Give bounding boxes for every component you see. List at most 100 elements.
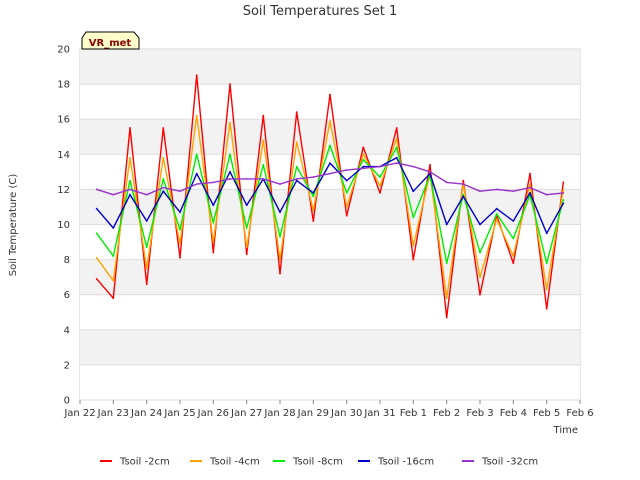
data-point — [562, 188, 565, 191]
x-tick-label: Jan 29 — [297, 408, 329, 419]
data-point — [379, 185, 381, 187]
data-point — [329, 144, 331, 147]
data-point — [162, 186, 165, 189]
data-point — [329, 93, 331, 96]
data-point — [445, 316, 448, 319]
x-axis-label: Time — [553, 425, 578, 436]
data-point — [312, 220, 315, 222]
data-point — [245, 204, 248, 207]
data-point — [545, 288, 548, 291]
data-point — [229, 170, 231, 173]
data-point — [129, 193, 131, 196]
data-point — [495, 207, 498, 210]
data-point — [195, 74, 198, 77]
data-point — [512, 190, 515, 193]
data-point — [229, 121, 231, 124]
data-point — [362, 153, 365, 156]
data-point — [545, 193, 548, 196]
data-point — [129, 188, 131, 191]
data-point — [229, 83, 231, 85]
data-point — [145, 283, 148, 286]
y-tick-label: 6 — [64, 290, 70, 301]
grid-band — [80, 154, 580, 190]
series-tsoil-32cm — [95, 162, 565, 196]
data-point — [462, 183, 465, 186]
x-tick-label: Feb 6 — [566, 408, 593, 419]
data-point — [529, 183, 531, 186]
data-point — [295, 179, 298, 182]
grid-band — [80, 49, 580, 85]
legend-label: Tsoil -4cm — [209, 457, 260, 468]
data-point — [412, 244, 415, 247]
data-point — [395, 156, 398, 159]
data-point — [512, 237, 515, 240]
data-point — [429, 170, 431, 173]
data-point — [562, 192, 565, 194]
data-point — [295, 141, 298, 143]
x-axis-ticks: Jan 22 Jan 23 Jan 24 Jan 25 Jan 26 Jan 27 Jan … — [63, 400, 594, 419]
data-point — [245, 227, 248, 229]
data-point — [345, 214, 348, 217]
data-point — [129, 179, 131, 182]
data-point — [195, 172, 198, 175]
data-point — [512, 255, 515, 257]
data-point — [145, 246, 148, 249]
station-badge: VR_met — [81, 31, 140, 50]
x-tick-label: Feb 3 — [466, 408, 493, 419]
data-point — [445, 181, 448, 184]
grid-band — [80, 364, 580, 400]
data-point — [545, 307, 548, 310]
data-point — [162, 156, 165, 159]
y-axis-ticks: 0 2 4 6 8 10 12 14 16 18 20 — [57, 45, 70, 407]
x-tick-label: Jan 26 — [197, 408, 229, 419]
data-point — [345, 206, 348, 208]
data-point — [329, 172, 331, 175]
data-point — [195, 114, 198, 117]
data-point — [212, 181, 215, 184]
data-point — [362, 165, 365, 168]
data-point — [312, 209, 315, 212]
data-point — [212, 251, 215, 254]
data-point — [229, 153, 231, 156]
data-point — [295, 111, 298, 114]
data-point — [195, 153, 198, 156]
data-point — [512, 262, 515, 264]
data-point — [462, 179, 465, 182]
data-point — [112, 227, 115, 229]
data-point — [429, 163, 431, 166]
x-tick-label: Jan 27 — [230, 408, 262, 419]
y-tick-label: 14 — [57, 150, 70, 161]
y-tick-label: 18 — [57, 80, 70, 91]
legend-label: Tsoil -8cm — [292, 457, 343, 468]
data-point — [362, 158, 365, 161]
data-point — [279, 183, 281, 186]
data-point — [162, 127, 165, 129]
data-point — [445, 262, 448, 264]
data-point — [412, 165, 415, 168]
data-point — [95, 256, 98, 259]
data-point — [312, 176, 315, 179]
y-tick-label: 16 — [57, 115, 70, 126]
data-point — [412, 190, 415, 193]
data-point — [95, 188, 98, 191]
legend: Tsoil -2cm Tsoil -4cm Tsoil -8cm Tsoil -16c… — [100, 457, 538, 468]
series-tsoil-4cm — [95, 114, 565, 300]
data-point — [412, 258, 415, 261]
data-point — [395, 146, 398, 149]
data-point — [312, 192, 315, 194]
data-point — [145, 193, 148, 196]
grid-band — [80, 294, 580, 330]
data-point — [395, 137, 398, 140]
data-point — [95, 232, 98, 235]
grid-band — [80, 224, 580, 260]
data-point — [412, 216, 415, 219]
data-point — [562, 199, 565, 201]
data-point — [129, 156, 131, 159]
data-point — [529, 186, 531, 189]
data-point — [95, 278, 98, 280]
data-point — [479, 223, 481, 226]
data-point — [145, 267, 148, 270]
x-tick-label: Feb 2 — [433, 408, 460, 419]
data-point — [295, 165, 298, 168]
x-tick-label: Feb 1 — [400, 408, 427, 419]
